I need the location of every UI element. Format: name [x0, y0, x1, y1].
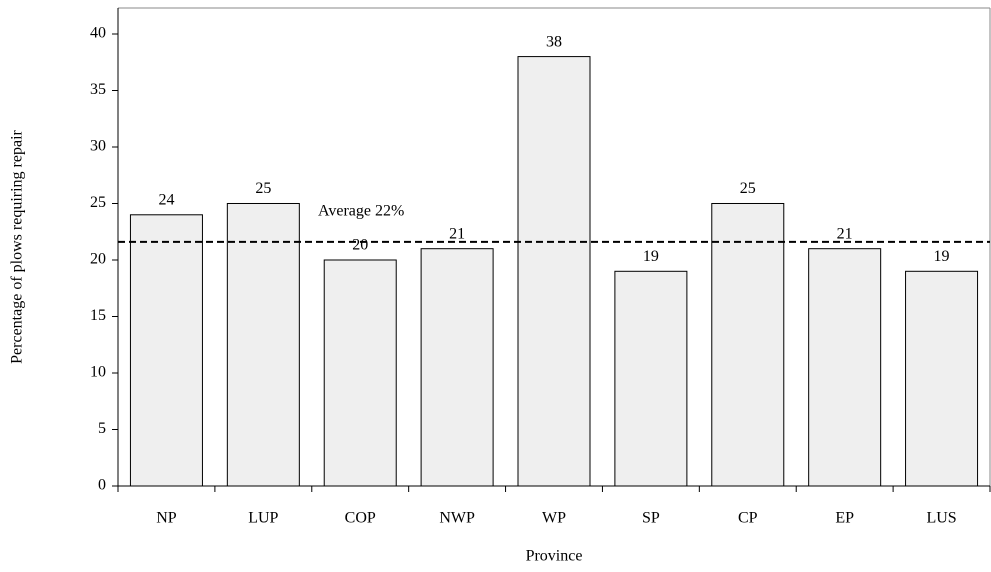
y-tick-label: 35: [90, 81, 106, 98]
bar: [905, 270, 979, 487]
x-tick-label: SP: [642, 510, 660, 527]
x-tick-label: COP: [345, 510, 376, 527]
bar: [808, 248, 882, 487]
data-label: 21: [837, 225, 853, 242]
bar: [420, 248, 494, 487]
x-tick-label: NP: [156, 510, 177, 527]
data-label: 20: [352, 237, 368, 254]
y-axis-label: Percentage of plows requiring repair: [9, 129, 26, 363]
data-label: 25: [740, 180, 756, 197]
x-axis-label: Province: [526, 548, 583, 565]
data-label: 21: [449, 225, 465, 242]
y-tick-label: 10: [90, 364, 106, 381]
bar: [129, 214, 203, 487]
y-tick-label: 30: [90, 138, 106, 155]
x-tick-label: LUS: [926, 510, 956, 527]
data-label: 38: [546, 33, 562, 50]
y-tick-label: 20: [90, 251, 106, 268]
y-tick-label: 5: [98, 420, 106, 437]
y-tick-label: 15: [90, 307, 106, 324]
x-tick-label: NWP: [439, 510, 475, 527]
data-label: 24: [158, 191, 174, 208]
y-tick-label: 0: [98, 477, 106, 494]
data-label: 25: [255, 180, 271, 197]
x-tick-label: CP: [738, 510, 758, 527]
bar: [517, 56, 591, 487]
average-label: Average 22%: [318, 203, 404, 220]
bar: [711, 202, 785, 487]
data-label: 19: [934, 248, 950, 265]
x-tick-label: WP: [542, 510, 566, 527]
x-tick-label: LUP: [248, 510, 278, 527]
data-label: 19: [643, 248, 659, 265]
bar: [614, 270, 688, 487]
y-tick-label: 25: [90, 194, 106, 211]
y-tick-label: 40: [90, 25, 106, 42]
bar: [226, 202, 300, 487]
x-tick-label: EP: [835, 510, 854, 527]
bar: [323, 259, 397, 487]
